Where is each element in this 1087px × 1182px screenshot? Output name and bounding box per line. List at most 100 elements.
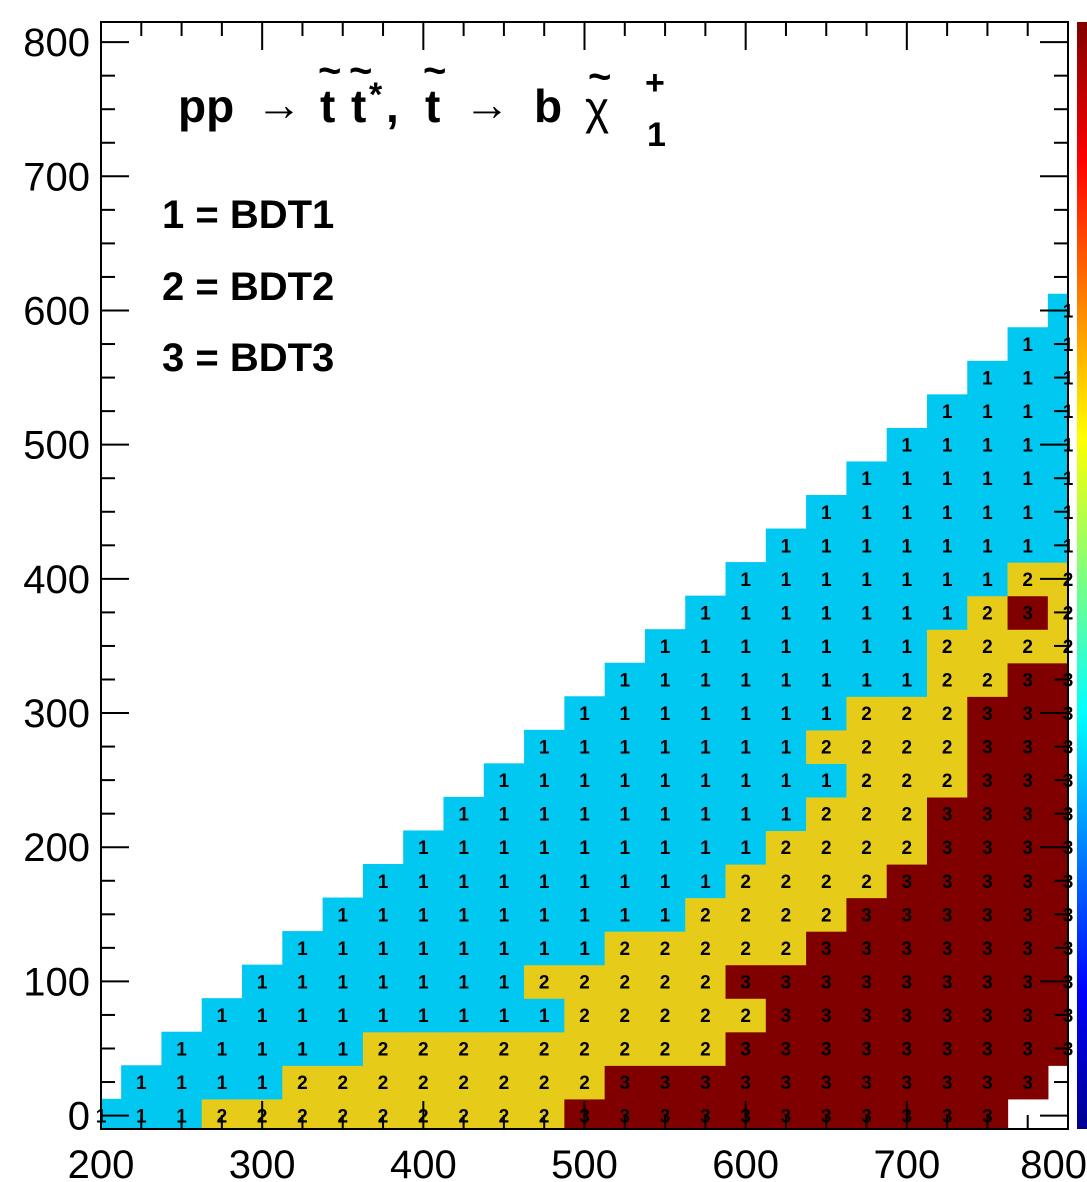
heatmap-cell-label: 2: [539, 972, 550, 993]
heatmap-cell-label: 1: [257, 972, 268, 993]
title-arrow-2: →: [464, 78, 510, 130]
heatmap-cell-label: 1: [861, 637, 872, 658]
heatmap-cell-label: 2: [499, 1039, 510, 1060]
heatmap-cell: [644, 830, 686, 865]
y-axis-tick-labels: 0 100 200 300 400 500 600 700 800: [23, 21, 90, 1138]
heatmap-cell-label: 3: [1022, 905, 1033, 926]
heatmap-cell: [967, 427, 1009, 463]
heatmap-cell: [806, 562, 847, 597]
heatmap-cell: [564, 796, 606, 832]
heatmap-cell: [806, 696, 847, 731]
heatmap-cell-label: 1: [458, 972, 469, 993]
heatmap-cell: [846, 461, 888, 496]
heatmap-cell-label: 1: [458, 872, 469, 893]
heatmap-cell: [806, 763, 847, 798]
svg-text:,: ,: [386, 80, 399, 132]
heatmap-cell-label: 1: [499, 872, 510, 893]
heatmap-cell-label: 1: [942, 402, 953, 423]
heatmap-cell-label: 1: [337, 1006, 348, 1027]
heatmap-cell-label: 3: [821, 1073, 832, 1094]
heatmap-cell-label: 1: [539, 738, 550, 759]
title-tilde-4: ~: [588, 55, 611, 99]
heatmap-cell-label: 2: [781, 905, 792, 926]
heatmap-cell: [362, 1065, 404, 1100]
heatmap-cell: [1007, 1065, 1049, 1100]
heatmap-cell-label: 2: [579, 972, 590, 993]
heatmap-cell: [443, 897, 485, 932]
heatmap-cell: [806, 629, 847, 664]
x-tick-label: 300: [229, 1143, 296, 1182]
title-t-1: t: [320, 80, 335, 132]
heatmap-cell-label: 1: [620, 905, 631, 926]
heatmap-cell-label: 1: [982, 436, 993, 457]
heatmap-cell: [967, 964, 1009, 999]
heatmap-cell-label: 1: [579, 738, 590, 759]
heatmap-cell-label: 1: [378, 939, 389, 960]
heatmap-cell-label: 2: [579, 1073, 590, 1094]
heatmap-cell-label: 2: [821, 872, 832, 893]
heatmap-cell-label: 1: [982, 536, 993, 557]
plot-frame: [100, 21, 1069, 1130]
heatmap-cell-label: 1: [781, 738, 792, 759]
heatmap-cell: [685, 1065, 727, 1100]
heatmap-cell-label: 1: [458, 838, 469, 859]
heatmap-cell-label: 3: [740, 972, 751, 993]
heatmap-cell: [201, 998, 243, 1033]
heatmap-cell: [765, 796, 807, 832]
heatmap-cell-label: 1: [982, 369, 993, 390]
heatmap-cell-label: 1: [579, 905, 590, 926]
heatmap-cell: [101, 1098, 122, 1130]
heatmap-cell-label: 2: [821, 905, 832, 926]
heatmap-cell: [403, 998, 445, 1033]
heatmap-cell-label: 2: [740, 872, 751, 893]
heatmap-cell-label: 1: [620, 670, 631, 691]
heatmap-cell: [926, 696, 968, 731]
heatmap-cell: [967, 830, 1009, 865]
heatmap-cell: [926, 394, 968, 429]
heatmap-cell: [725, 1065, 767, 1100]
heatmap-cell-label: 1: [781, 805, 792, 826]
heatmap-cell-label: 1: [1022, 436, 1033, 457]
heatmap-cell-label: 2: [821, 738, 832, 759]
heatmap-cell: [685, 964, 727, 999]
heatmap-cell: [967, 931, 1009, 966]
heatmap-cell: [725, 729, 767, 764]
heatmap-cell: [1007, 729, 1049, 764]
heatmap-cell: [564, 763, 606, 798]
heatmap-cell-label: 1: [1022, 335, 1033, 356]
heatmap-cell: [604, 696, 646, 731]
heatmap-cell-label: 2: [902, 805, 913, 826]
heatmap-cell-label: 2: [982, 637, 993, 658]
heatmap-cell: [765, 729, 807, 764]
heatmap-cell: [403, 931, 445, 966]
heatmap-cell-label: 1: [620, 805, 631, 826]
heatmap-cell-label: 3: [902, 1006, 913, 1027]
heatmap-cell-label: 2: [861, 771, 872, 792]
heatmap-cell-label: 1: [861, 570, 872, 591]
heatmap-cell-label: 1: [297, 1006, 308, 1027]
heatmap-cell-label: 1: [700, 872, 711, 893]
heatmap-cell: [604, 863, 646, 899]
heatmap-cell-label: 1: [740, 771, 751, 792]
heatmap-cell-label: 1: [781, 536, 792, 557]
heatmap-cell: [685, 629, 727, 664]
heatmap-cell: [483, 897, 525, 932]
heatmap-cell: [967, 629, 1009, 664]
heatmap-cell: [765, 595, 807, 630]
heatmap-cell: [242, 998, 283, 1033]
heatmap-cell-label: 1: [217, 1073, 228, 1094]
svg-text:χ: χ: [585, 82, 609, 134]
heatmap-cell: [806, 1065, 847, 1100]
heatmap-cell: [1007, 1031, 1049, 1066]
heatmap-cell: [846, 1031, 888, 1066]
heatmap-cell-label: 2: [700, 939, 711, 960]
heatmap-cell: [564, 830, 606, 865]
heatmap-cell-label: 1: [579, 704, 590, 725]
heatmap-cell: [886, 662, 928, 697]
heatmap-cell: [685, 863, 727, 899]
heatmap-cell: [765, 1065, 807, 1100]
heatmap-cell: [443, 931, 485, 966]
heatmap-cell: [322, 931, 364, 966]
heatmap-cell-label: 1: [861, 469, 872, 490]
heatmap-cell: [443, 796, 485, 832]
